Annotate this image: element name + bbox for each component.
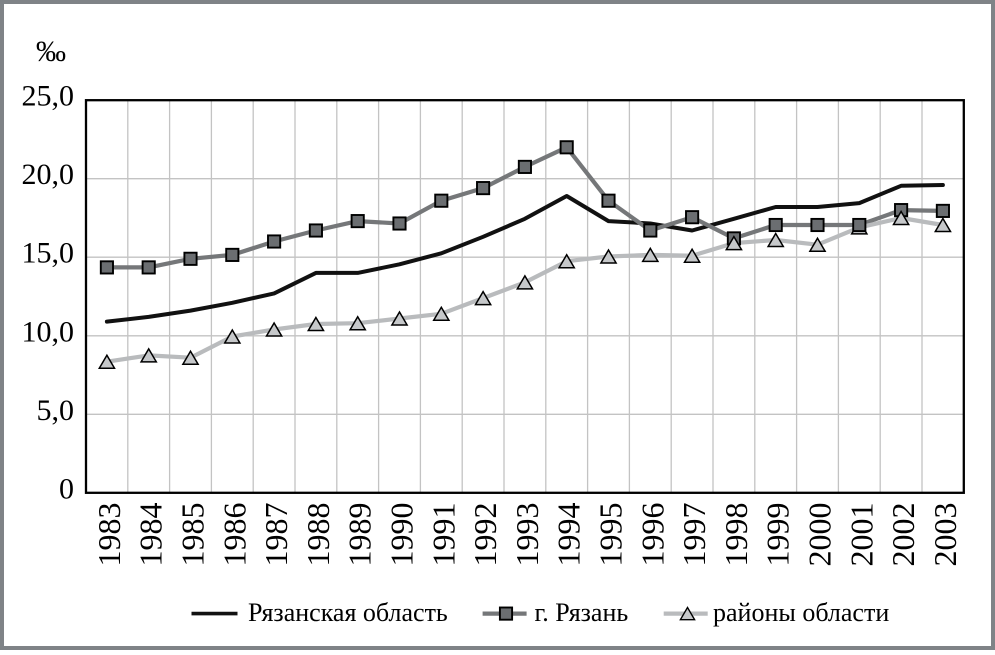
svg-text:25,0: 25,0	[22, 80, 75, 113]
svg-text:2001: 2001	[843, 503, 879, 567]
svg-text:1996: 1996	[634, 503, 670, 567]
svg-text:2002: 2002	[885, 503, 921, 567]
svg-text:1983: 1983	[91, 503, 127, 567]
svg-text:1984: 1984	[133, 503, 169, 567]
svg-text:1991: 1991	[425, 503, 461, 567]
svg-text:1985: 1985	[175, 503, 211, 567]
svg-text:районы области: районы области	[713, 598, 889, 627]
svg-text:1989: 1989	[342, 503, 378, 567]
svg-text:5,0: 5,0	[37, 394, 75, 427]
svg-text:1988: 1988	[300, 503, 336, 567]
svg-text:г. Рязань: г. Рязань	[535, 598, 629, 627]
svg-text:1995: 1995	[593, 503, 629, 567]
svg-text:10,0: 10,0	[22, 315, 75, 348]
svg-text:1998: 1998	[718, 503, 754, 567]
svg-text:15,0: 15,0	[22, 237, 75, 270]
svg-text:1994: 1994	[551, 503, 587, 567]
svg-text:0: 0	[59, 472, 74, 505]
svg-text:Рязанская область: Рязанская область	[248, 598, 448, 627]
svg-text:1993: 1993	[509, 503, 545, 567]
svg-text:1986: 1986	[216, 503, 252, 567]
svg-text:1997: 1997	[676, 503, 712, 567]
svg-text:1992: 1992	[467, 503, 503, 567]
svg-text:2000: 2000	[802, 503, 838, 567]
svg-text:1999: 1999	[760, 503, 796, 567]
svg-text:2003: 2003	[927, 503, 963, 567]
svg-text:1987: 1987	[258, 503, 294, 567]
svg-text:‰: ‰	[36, 35, 66, 68]
svg-text:20,0: 20,0	[22, 158, 75, 191]
svg-text:1990: 1990	[384, 503, 420, 567]
